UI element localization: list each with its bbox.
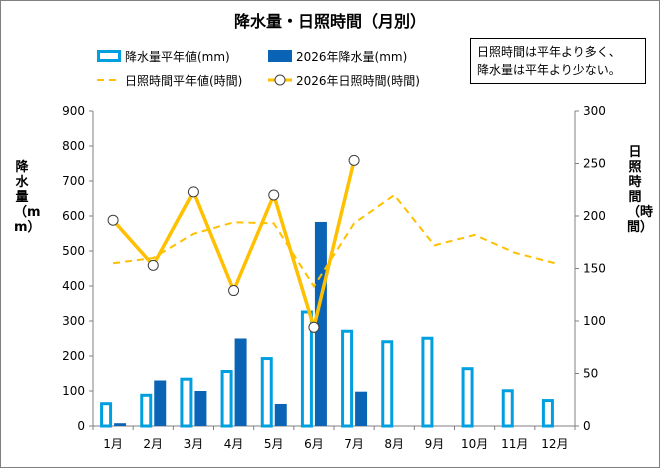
- marker-2026-sunshine: [187, 186, 199, 198]
- bar-normal-precipitation: [381, 340, 394, 428]
- bar-normal-precipitation: [541, 399, 554, 428]
- y-right-tick-label: 0: [583, 419, 591, 433]
- y-right-tick-label: 150: [583, 262, 606, 276]
- y-tick-label: 200: [62, 349, 85, 363]
- bar-normal-precipitation: [341, 329, 354, 428]
- y-tick-label: 100: [62, 384, 85, 398]
- x-tick-label: 3月: [184, 437, 204, 451]
- bar-normal-precipitation: [461, 367, 474, 428]
- marker-2026-sunshine: [228, 285, 240, 297]
- y-tick-label: 900: [62, 104, 85, 118]
- y-right-tick-label: 250: [583, 157, 606, 171]
- bar-normal-precipitation: [501, 389, 514, 428]
- y-right-tick-label: 300: [583, 104, 606, 118]
- chart-title: 降水量・日照時間（月別）: [233, 12, 426, 31]
- x-tick-label: 4月: [224, 437, 244, 451]
- x-tick-label: 8月: [384, 437, 404, 451]
- y-tick-label: 700: [62, 174, 85, 188]
- marker-2026-sunshine: [107, 214, 119, 226]
- bar-normal-precipitation: [220, 370, 233, 428]
- bar-2026-precipitation: [114, 423, 127, 426]
- bar-2026-precipitation: [314, 221, 327, 426]
- legend-2026-sunshine-marker: [274, 74, 286, 86]
- bar-normal-precipitation: [421, 336, 434, 428]
- y-tick-label: 300: [62, 314, 85, 328]
- marker-2026-sunshine: [348, 154, 360, 166]
- bar-2026-precipitation: [154, 380, 167, 426]
- legend-normal-precipitation-label: 降水量平年値(mm): [125, 49, 230, 64]
- summary-note-line-2: 降水量は平年より少ない。: [477, 63, 621, 77]
- summary-note-line-1: 日照時間は平年より多く、: [477, 45, 621, 59]
- summary-note: 日照時間は平年より多く、 降水量は平年より少ない。: [470, 38, 646, 84]
- y-right-tick-label: 200: [583, 209, 606, 223]
- y-right-tick-label: 50: [583, 367, 598, 381]
- y-tick-label: 500: [62, 244, 85, 258]
- legend-normal-precipitation-swatch: [97, 50, 121, 62]
- x-tick-label: 6月: [304, 437, 324, 451]
- x-tick-label: 9月: [425, 437, 445, 451]
- bar-normal-precipitation: [140, 393, 153, 428]
- x-tick-label: 1月: [103, 437, 123, 451]
- x-tick-label: 12月: [541, 437, 568, 451]
- legend-2026-sunshine-label: 2026年日照時間(時間): [296, 74, 420, 88]
- y-tick-label: 600: [62, 209, 85, 223]
- bar-normal-precipitation: [260, 357, 273, 428]
- y-tick-label: 0: [77, 419, 85, 433]
- marker-2026-sunshine: [308, 321, 320, 333]
- x-tick-label: 2月: [143, 437, 163, 451]
- legend-2026-precipitation-swatch: [268, 50, 292, 62]
- y-right-tick-label: 100: [583, 314, 606, 328]
- x-tick-label: 11月: [501, 437, 528, 451]
- y-tick-label: 800: [62, 139, 85, 153]
- bar-2026-precipitation: [355, 391, 368, 426]
- legend-normal-sunshine-label: 日照時間平年値(時間): [125, 73, 242, 88]
- bar-normal-precipitation: [100, 402, 113, 428]
- bar-normal-precipitation: [300, 310, 313, 428]
- x-tick-label: 5月: [264, 437, 284, 451]
- y-tick-label: 400: [62, 279, 85, 293]
- marker-2026-sunshine: [147, 259, 159, 271]
- bar-2026-precipitation: [194, 391, 207, 426]
- marker-2026-sunshine: [268, 189, 280, 201]
- bar-2026-precipitation: [234, 338, 247, 426]
- legend-2026-precipitation-label: 2026年降水量(mm): [296, 50, 407, 64]
- bar-normal-precipitation: [180, 377, 193, 428]
- bar-2026-precipitation: [274, 403, 287, 426]
- x-tick-label: 10月: [461, 437, 488, 451]
- x-tick-label: 7月: [344, 437, 364, 451]
- line-normal-sunshine: [112, 193, 556, 289]
